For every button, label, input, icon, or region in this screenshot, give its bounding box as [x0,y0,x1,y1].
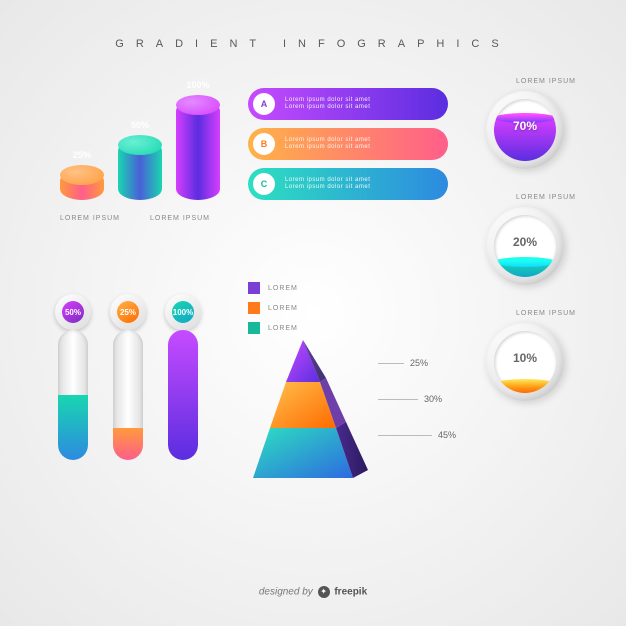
cylinder-2: 100% [176,100,220,200]
legend-item-0: LOREM [248,282,298,294]
footer-prefix: designed by [259,587,316,598]
ring-caption: LOREM IPSUM [486,78,586,85]
pyramid-pct: 30% [424,394,442,404]
pill-C: C Lorem ipsum dolor sit ametLorem ipsum … [248,168,448,200]
tube-2: 100% [168,330,198,460]
legend-label: LOREM [268,305,298,312]
ring-caption: LOREM IPSUM [486,310,586,317]
ring-gauges: LOREM IPSUM 70% LOREM IPSUM 20% LOREM IP… [486,78,586,426]
pill-badge-icon: A [253,93,275,115]
legend-swatch-icon [248,302,260,314]
ring-pct: 20% [486,235,564,249]
cylinder-caption: LOREM IPSUM [150,215,210,222]
ring-pct: 70% [486,119,564,133]
pyramid-pct: 45% [438,430,456,440]
pyramid-label-1: 30% [378,394,456,404]
pill-list: A Lorem ipsum dolor sit ametLorem ipsum … [248,88,448,208]
ring-pct: 10% [486,351,564,365]
legend-swatch-icon [248,282,260,294]
cylinder-1: 50% [118,140,162,200]
pyramid-svg [248,330,388,490]
tube-knob: 100% [165,294,201,330]
pill-badge-icon: B [253,133,275,155]
footer-credit: designed by ✦ freepik [0,586,626,598]
cylinder-chart: 25% 50% 100% LOREM IPSUM LOREM IPSUM [60,90,240,230]
tube-knob: 25% [110,294,146,330]
pyramid-pct: 25% [410,358,428,368]
cylinder-pct: 50% [118,120,162,130]
cylinder-pct: 100% [176,80,220,90]
pyramid-label-2: 45% [378,430,456,440]
tube-chart: 50% 25% 100% [58,280,228,480]
cylinder-0: 25% [60,170,104,200]
pill-text: Lorem ipsum dolor sit ametLorem ipsum do… [285,137,370,151]
ring-gauge-0: LOREM IPSUM 70% [486,78,586,169]
footer-brand: freepik [334,587,367,598]
tube-0: 50% [58,330,88,460]
pill-badge-icon: C [253,173,275,195]
legend-label: LOREM [268,285,298,292]
pill-text: Lorem ipsum dolor sit ametLorem ipsum do… [285,97,370,111]
tube-knob: 50% [55,294,91,330]
pyramid-chart: 25%30%45% [248,330,448,500]
legend-item-1: LOREM [248,302,298,314]
pill-B: B Lorem ipsum dolor sit ametLorem ipsum … [248,128,448,160]
ring-caption: LOREM IPSUM [486,194,586,201]
pill-A: A Lorem ipsum dolor sit ametLorem ipsum … [248,88,448,120]
cylinder-caption: LOREM IPSUM [60,215,120,222]
ring-gauge-2: LOREM IPSUM 10% [486,310,586,401]
freepik-icon: ✦ [318,586,330,598]
page-title: GRADIENT INFOGRAPHICS [0,38,626,50]
pill-text: Lorem ipsum dolor sit ametLorem ipsum do… [285,177,370,191]
ring-gauge-1: LOREM IPSUM 20% [486,194,586,285]
pyramid-label-0: 25% [378,358,456,368]
cylinder-pct: 25% [60,150,104,160]
tube-1: 25% [113,330,143,460]
